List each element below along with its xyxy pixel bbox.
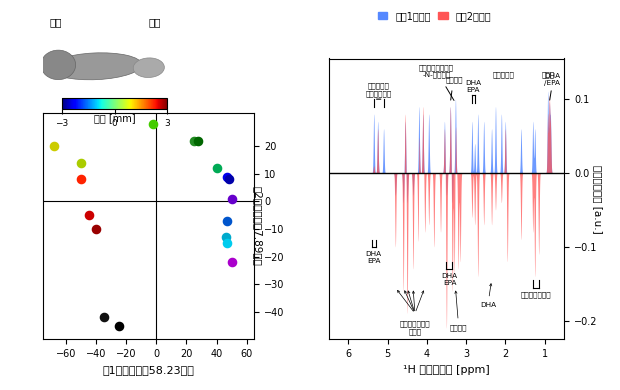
Text: DHA
EPA: DHA EPA: [441, 273, 458, 286]
Point: [49, 143, 59, 149]
Text: ベタイン: ベタイン: [450, 324, 467, 331]
Text: リノール酸: リノール酸: [492, 72, 514, 78]
Point: [189, 138, 199, 144]
Text: DHA: DHA: [480, 302, 497, 308]
Point: [113, 323, 123, 329]
Point: [222, 239, 232, 246]
Ellipse shape: [49, 53, 142, 80]
X-axis label: ¹H 化学シフト [ppm]: ¹H 化学シフト [ppm]: [403, 365, 490, 374]
Point: [211, 165, 221, 171]
Point: [148, 121, 158, 127]
Text: 尾部: 尾部: [149, 17, 161, 27]
Ellipse shape: [133, 58, 164, 78]
Point: [76, 176, 86, 183]
Point: [227, 259, 237, 265]
Text: トリメチルアミン
-N-オキシド: トリメチルアミン -N-オキシド: [419, 64, 454, 78]
Point: [221, 234, 231, 240]
Text: トリアシル
グリセロール: トリアシル グリセロール: [366, 83, 392, 97]
Text: DHA
EPA: DHA EPA: [366, 251, 382, 264]
Text: 頭部: 頭部: [50, 17, 62, 27]
Point: [91, 226, 101, 232]
Point: [224, 176, 234, 183]
Text: 第2主成分軸（7.89％）: 第2主成分軸（7.89％）: [252, 186, 262, 266]
Text: DHA
EPA: DHA EPA: [465, 80, 481, 93]
Text: ホスファチジル
コリン: ホスファチジル コリン: [400, 321, 430, 335]
Point: [222, 218, 232, 224]
Ellipse shape: [41, 50, 76, 80]
Text: プロリン: プロリン: [446, 76, 463, 83]
Text: バリン: バリン: [541, 72, 554, 78]
Point: [84, 212, 94, 218]
Point: [227, 195, 237, 202]
Point: [99, 314, 108, 320]
Text: コレステロール: コレステロール: [521, 291, 551, 298]
X-axis label: 第1主成分軸（58.23％）: 第1主成分軸（58.23％）: [103, 365, 195, 374]
Point: [222, 174, 232, 180]
Point: [76, 160, 86, 166]
Point: [193, 138, 203, 144]
Text: 深度 [mm]: 深度 [mm]: [94, 113, 136, 123]
Text: DHA
/EPA: DHA /EPA: [544, 73, 560, 86]
Legend: ；第1主成分, ；第2主成分: ；第1主成分, ；第2主成分: [374, 7, 495, 25]
Text: 主成分負荷量 [a.u.]: 主成分負荷量 [a.u.]: [593, 165, 603, 233]
